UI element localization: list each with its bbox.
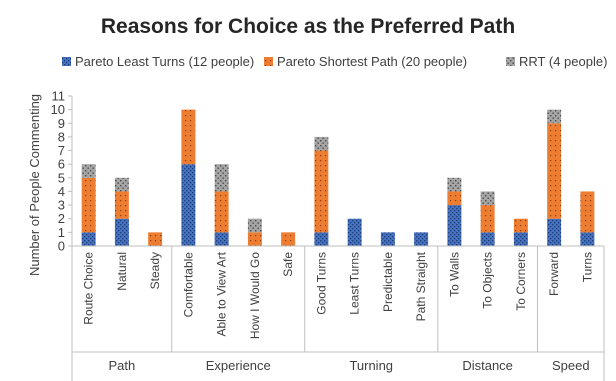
bar-able-to-view-art-pareto-least-turns-12-people <box>214 232 229 246</box>
y-tick-label: 7 <box>58 143 65 158</box>
x-tick-label-predictable: Predictable <box>381 252 395 312</box>
x-tick-label-comfortable: Comfortable <box>181 252 195 318</box>
bar-route-choice-pareto-shortest-path-20-people <box>81 177 96 233</box>
bar-predictable-pareto-least-turns-12-people <box>380 232 395 246</box>
bar-to-corners-pareto-least-turns-12-people <box>513 232 528 246</box>
legend: Pareto Least Turns (12 people) Pareto Sho… <box>62 54 607 69</box>
legend-label-rrt-4-people: RRT (4 people) <box>519 54 607 69</box>
y-tick-label: 11 <box>52 89 66 104</box>
x-axis: Route Choice Natural Steady Comfortable Able… <box>71 245 605 381</box>
x-tick-label-to-walls: To Walls <box>447 252 461 297</box>
x-tick-label-path-straight: Path Straight <box>414 251 428 321</box>
bar-how-i-would-go-pareto-shortest-path-20-people <box>247 232 262 246</box>
y-tick-label: 2 <box>58 211 65 226</box>
x-tick-label-to-corners: To Corners <box>514 252 528 311</box>
bar-to-objects-pareto-shortest-path-20-people <box>480 205 495 233</box>
y-tick-label: 10 <box>51 102 65 117</box>
bar-forward-pareto-least-turns-12-people <box>547 218 562 246</box>
x-tick-label-to-objects: To Objects <box>481 252 495 309</box>
y-tick-label: 5 <box>58 170 65 185</box>
legend-swatch-pareto-shortest-path-20-people <box>264 57 273 66</box>
x-tick-label-good-turns: Good Turns <box>314 252 328 315</box>
bar-turns-pareto-shortest-path-20-people <box>580 191 595 233</box>
bar-least-turns-pareto-least-turns-12-people <box>347 218 362 246</box>
y-tick-label: 9 <box>58 116 65 131</box>
x-tick-label-how-i-would-go: How I Would Go <box>248 252 262 339</box>
y-tick-label: 4 <box>58 184 65 199</box>
group-label-distance: Distance <box>462 358 513 373</box>
bar-to-walls-pareto-shortest-path-20-people <box>447 191 462 206</box>
x-tick-label-natural: Natural <box>115 252 129 291</box>
bar-to-walls-rrt-4-people <box>447 177 462 192</box>
y-tick-label: 0 <box>58 239 65 254</box>
group-label-experience: Experience <box>206 358 271 373</box>
bar-forward-rrt-4-people <box>547 109 562 124</box>
legend-label-pareto-shortest-path-20-people: Pareto Shortest Path (20 people) <box>277 54 467 69</box>
bar-good-turns-pareto-least-turns-12-people <box>314 232 329 246</box>
x-tick-label-steady: Steady <box>148 252 162 289</box>
x-tick-label-able-to-view-art: Able to View Art <box>215 251 229 336</box>
bar-forward-pareto-shortest-path-20-people <box>547 123 562 219</box>
bar-route-choice-pareto-least-turns-12-people <box>81 232 96 246</box>
group-label-speed: Speed <box>552 358 590 373</box>
bar-turns-pareto-least-turns-12-people <box>580 232 595 246</box>
bar-able-to-view-art-rrt-4-people <box>214 164 229 192</box>
bar-to-walls-pareto-least-turns-12-people <box>447 205 462 246</box>
legend-swatch-rrt-4-people <box>506 57 515 66</box>
bar-how-i-would-go-rrt-4-people <box>247 218 262 233</box>
legend-swatch-pareto-least-turns-12-people <box>62 57 71 66</box>
y-tick-label: 3 <box>58 198 65 213</box>
x-tick-label-route-choice: Route Choice <box>82 252 96 325</box>
x-tick-label-turns: Turns <box>580 252 594 282</box>
bar-natural-pareto-least-turns-12-people <box>114 218 129 246</box>
bar-natural-rrt-4-people <box>114 177 129 192</box>
group-label-path: Path <box>109 358 136 373</box>
y-axis-label: Number of People Commenting <box>27 94 42 276</box>
y-tick-label: 6 <box>58 157 65 172</box>
bar-to-objects-pareto-least-turns-12-people <box>480 232 495 246</box>
bar-to-corners-pareto-shortest-path-20-people <box>513 218 528 233</box>
y-tick-label: 1 <box>58 225 65 240</box>
bar-comfortable-pareto-shortest-path-20-people <box>181 109 196 165</box>
bar-comfortable-pareto-least-turns-12-people <box>181 164 196 246</box>
bars <box>81 109 595 246</box>
bar-path-straight-pareto-least-turns-12-people <box>414 232 429 246</box>
bar-able-to-view-art-pareto-shortest-path-20-people <box>214 191 229 233</box>
x-tick-label-forward: Forward <box>547 252 561 296</box>
bar-steady-pareto-shortest-path-20-people <box>148 232 163 246</box>
bar-good-turns-rrt-4-people <box>314 136 329 151</box>
chart-title: Reasons for Choice as the Preferred Path <box>101 15 515 38</box>
bar-route-choice-rrt-4-people <box>81 164 96 178</box>
group-label-turning: Turning <box>349 358 393 373</box>
bar-safe-pareto-shortest-path-20-people <box>281 232 296 246</box>
bar-natural-pareto-shortest-path-20-people <box>114 191 129 219</box>
x-tick-label-least-turns: Least Turns <box>348 252 362 315</box>
bar-good-turns-pareto-shortest-path-20-people <box>314 150 329 233</box>
legend-label-pareto-least-turns-12-people: Pareto Least Turns (12 people) <box>75 54 254 69</box>
x-tick-label-safe: Safe <box>281 252 295 277</box>
y-tick-label: 8 <box>58 129 65 144</box>
bar-to-objects-rrt-4-people <box>480 191 495 206</box>
